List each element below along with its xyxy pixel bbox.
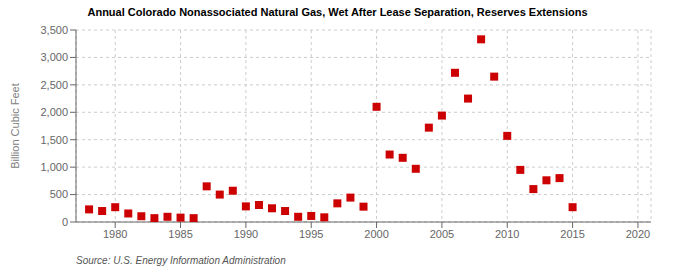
svg-text:1995: 1995 [299, 228, 323, 240]
html-text:Source: U.S. Energy Informatio: Source: U.S. Energy Information Administ… [76, 255, 286, 266]
svg-text:3,500: 3,500 [40, 24, 68, 36]
svg-text:1980: 1980 [103, 228, 127, 240]
svg-text:1,500: 1,500 [40, 134, 68, 146]
svg-text:2,500: 2,500 [40, 79, 68, 91]
svg-text:1,000: 1,000 [40, 161, 68, 173]
svg-text:2015: 2015 [560, 228, 584, 240]
svg-text:2020: 2020 [626, 228, 650, 240]
svg-text:2010: 2010 [495, 228, 519, 240]
svg-text:1990: 1990 [234, 228, 258, 240]
svg-text:3,000: 3,000 [40, 51, 68, 63]
svg-text:1985: 1985 [168, 228, 192, 240]
svg-text:500: 500 [50, 188, 68, 200]
svg-text:2,000: 2,000 [40, 106, 68, 118]
html-text:Annual Colorado Nonassociated: Annual Colorado Nonassociated Natural Ga… [87, 6, 588, 18]
svg-text:2005: 2005 [430, 228, 454, 240]
svg-text:0: 0 [62, 216, 68, 228]
svg-text:2000: 2000 [364, 228, 388, 240]
svg-text:Billion Cubic Feet: Billion Cubic Feet [9, 83, 21, 169]
